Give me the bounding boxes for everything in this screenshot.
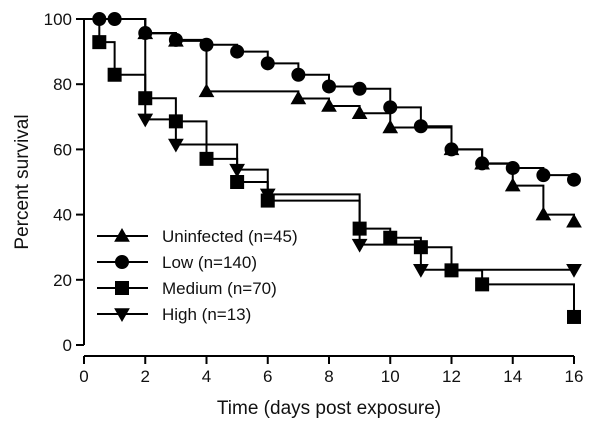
data-point bbox=[383, 230, 398, 245]
x-axis: 0 2 4 6 8 10 12 14 16 bbox=[79, 355, 583, 386]
data-point bbox=[322, 79, 336, 94]
y-tick-label: 80 bbox=[53, 75, 72, 94]
data-point bbox=[351, 105, 368, 119]
y-tick-label: 0 bbox=[63, 336, 72, 355]
data-point bbox=[199, 151, 214, 166]
legend-label: Low (n=140) bbox=[162, 253, 257, 272]
x-tick-label: 14 bbox=[503, 367, 522, 386]
data-point bbox=[566, 263, 582, 278]
x-tick-label: 6 bbox=[263, 367, 272, 386]
x-tick-label: 8 bbox=[324, 367, 333, 386]
x-tick-label: 0 bbox=[79, 367, 88, 386]
data-point bbox=[168, 32, 183, 47]
data-point bbox=[567, 172, 581, 187]
y-axis: 0 20 40 60 80 100 bbox=[44, 10, 85, 355]
data-point bbox=[321, 98, 337, 112]
data-point bbox=[168, 138, 184, 153]
data-point bbox=[383, 100, 398, 115]
legend: Uninfected (n=45) Low (n=140) Medium (n=70… bbox=[97, 227, 298, 324]
legend-item: Medium (n=70) bbox=[97, 279, 277, 298]
data-point bbox=[566, 213, 582, 228]
legend-marker bbox=[115, 255, 129, 269]
data-point bbox=[382, 119, 399, 134]
data-point bbox=[352, 81, 367, 96]
y-axis-title: Percent survival bbox=[12, 114, 33, 249]
y-tick-label: 60 bbox=[53, 140, 72, 159]
data-point bbox=[199, 37, 214, 52]
data-point bbox=[475, 277, 490, 292]
data-point bbox=[413, 263, 429, 278]
data-point bbox=[535, 206, 552, 221]
legend-label: High (n=13) bbox=[162, 305, 251, 324]
x-tick-label: 10 bbox=[381, 367, 400, 386]
data-point bbox=[567, 309, 581, 324]
y-tick-label: 100 bbox=[44, 10, 72, 29]
x-tick-label: 16 bbox=[565, 367, 584, 386]
data-point bbox=[536, 168, 551, 183]
series-square bbox=[84, 18, 581, 324]
data-point bbox=[260, 56, 275, 71]
data-point bbox=[444, 142, 459, 157]
series-triangle-up bbox=[84, 18, 582, 228]
legend-item: Uninfected (n=45) bbox=[97, 227, 298, 246]
x-tick-label: 2 bbox=[141, 367, 150, 386]
data-point bbox=[92, 35, 107, 50]
series-line bbox=[84, 18, 575, 317]
legend-label: Uninfected (n=45) bbox=[162, 227, 298, 246]
legend-label: Medium (n=70) bbox=[162, 279, 277, 298]
data-point bbox=[259, 188, 276, 203]
data-point bbox=[351, 238, 368, 253]
y-tick-label: 40 bbox=[53, 206, 72, 225]
data-point bbox=[107, 67, 122, 82]
data-point bbox=[230, 44, 245, 59]
data-point bbox=[290, 90, 307, 105]
legend-marker bbox=[115, 281, 129, 295]
series-layer bbox=[84, 12, 582, 324]
x-tick-label: 12 bbox=[442, 367, 461, 386]
y-tick-label: 20 bbox=[53, 271, 72, 290]
data-point bbox=[291, 67, 306, 82]
data-point bbox=[475, 156, 490, 171]
series-circle bbox=[84, 12, 581, 187]
data-point bbox=[229, 163, 245, 178]
series-line bbox=[84, 18, 574, 271]
data-point bbox=[505, 160, 520, 175]
legend-marker bbox=[114, 308, 130, 323]
data-point bbox=[198, 83, 215, 98]
data-point bbox=[413, 119, 428, 134]
y-ticks: 0 20 40 60 80 100 bbox=[44, 10, 84, 355]
x-tick-label: 4 bbox=[202, 367, 211, 386]
data-point bbox=[137, 113, 154, 128]
data-point bbox=[504, 177, 521, 192]
x-axis-title: Time (days post exposure) bbox=[217, 398, 441, 419]
legend-item: High (n=13) bbox=[97, 305, 251, 324]
legend-item: Low (n=140) bbox=[97, 253, 257, 272]
legend-marker bbox=[114, 227, 130, 242]
series-triangle-down bbox=[84, 18, 582, 278]
x-ticks: 0 2 4 6 8 10 12 14 16 bbox=[79, 356, 583, 386]
